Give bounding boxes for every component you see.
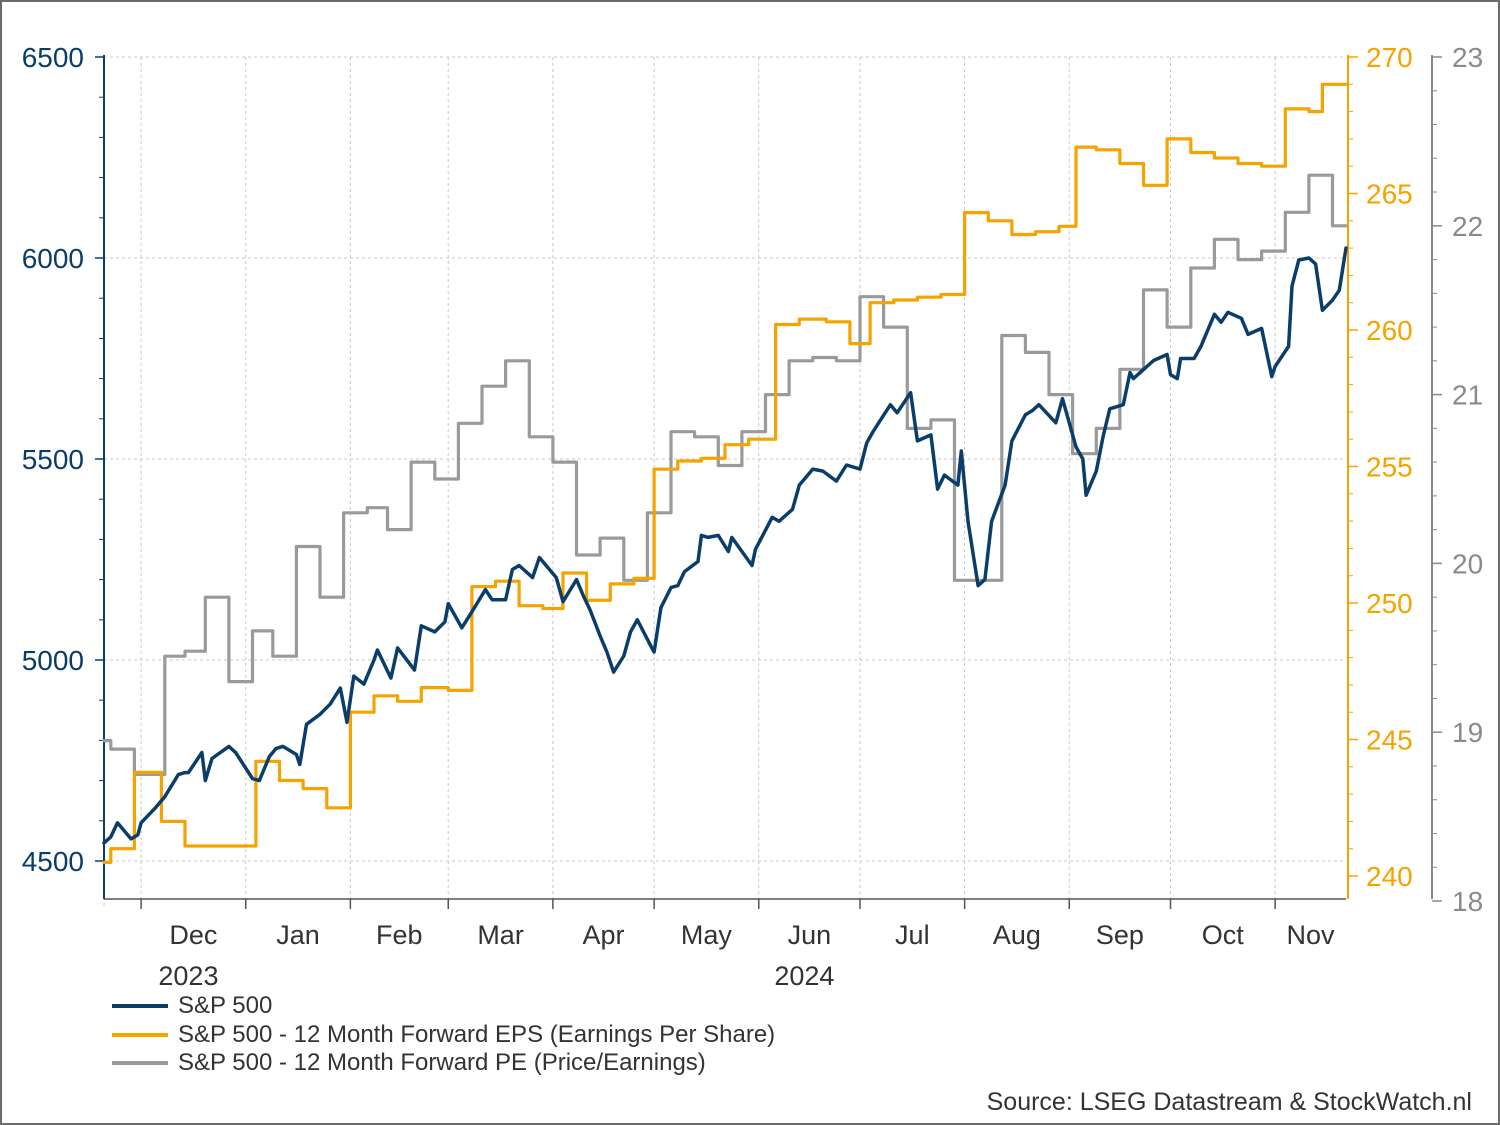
left-axis-label: 5000 (22, 645, 84, 676)
eps-axis-label: 245 (1366, 725, 1413, 756)
legend-item-eps: S&P 500 - 12 Month Forward EPS (Earnings… (112, 1021, 775, 1050)
x-tick-label: Mar (477, 920, 524, 950)
legend-label-eps: S&P 500 - 12 Month Forward EPS (Earnings… (178, 1020, 776, 1048)
x-tick-label: Nov (1287, 920, 1336, 950)
left-axis-label: 6500 (22, 42, 84, 73)
x-tick-label: Jul (895, 920, 930, 950)
pe-axis-label: 19 (1452, 717, 1483, 748)
pe-axis-label: 21 (1452, 380, 1483, 411)
eps-axis-label: 255 (1366, 452, 1413, 483)
legend-label-sp500: S&P 500 (178, 992, 273, 1020)
eps-axis-label: 260 (1366, 315, 1413, 346)
x-tick-label: Jun (788, 920, 832, 950)
x-tick-label: Apr (582, 920, 624, 950)
x-year-label: 2024 (774, 961, 834, 991)
x-tick-label: Sep (1096, 920, 1144, 950)
legend: S&P 500 S&P 500 - 12 Month Forward EPS (… (112, 992, 775, 1078)
x-tick-label: Feb (376, 920, 423, 950)
series-eps (102, 82, 1348, 864)
series-sp500 (102, 246, 1348, 845)
legend-item-pe: S&P 500 - 12 Month Forward PE (Price/Ear… (112, 1049, 775, 1078)
pe-axis-label: 18 (1452, 886, 1483, 917)
pe-axis-label: 23 (1452, 42, 1483, 73)
x-tick-label: Oct (1202, 920, 1245, 950)
x-year-label: 2023 (158, 961, 218, 991)
pe-axis-label: 20 (1452, 548, 1483, 579)
legend-label-pe: S&P 500 - 12 Month Forward PE (Price/Ear… (178, 1049, 706, 1077)
left-axis-label: 5500 (22, 444, 84, 475)
left-axis-label: 4500 (22, 846, 84, 877)
source-note: Source: LSEG Datastream & StockWatch.nl (986, 1088, 1472, 1116)
eps-axis-label: 270 (1366, 42, 1413, 73)
x-tick-label: May (681, 920, 733, 950)
legend-swatch-sp500 (112, 1004, 168, 1009)
legend-swatch-eps (112, 1032, 168, 1037)
legend-item-sp500: S&P 500 (112, 992, 775, 1021)
pe-axis-label: 22 (1452, 211, 1483, 242)
x-tick-label: Dec (169, 920, 217, 950)
x-tick-label: Aug (993, 920, 1041, 950)
plot-area (104, 57, 1346, 899)
series-pe (102, 173, 1348, 776)
eps-axis-label: 265 (1366, 179, 1413, 210)
eps-axis-label: 250 (1366, 588, 1413, 619)
x-tick-label: Jan (276, 920, 320, 950)
legend-swatch-pe (112, 1061, 168, 1066)
left-axis-label: 6000 (22, 243, 84, 274)
eps-axis-label: 240 (1366, 861, 1413, 892)
